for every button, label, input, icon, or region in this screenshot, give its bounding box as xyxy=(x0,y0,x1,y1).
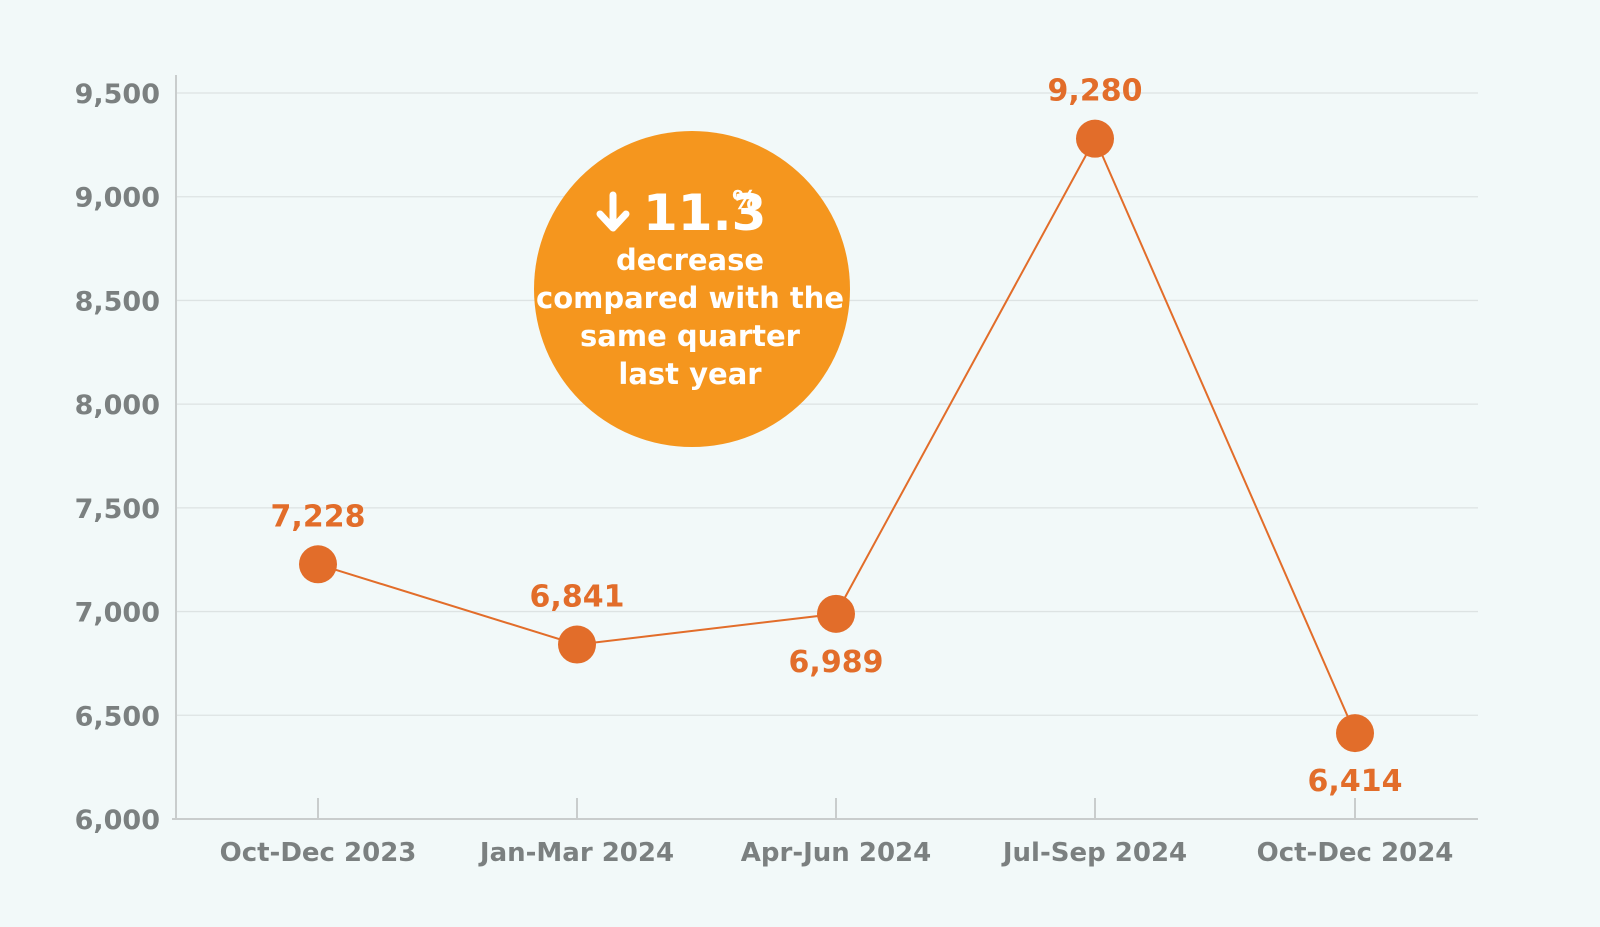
callout-line-3: same quarter xyxy=(580,319,801,353)
callout-line-2: compared with the xyxy=(536,281,844,315)
x-tick-label: Jul-Sep 2024 xyxy=(1001,838,1187,868)
data-label: 6,414 xyxy=(1308,764,1403,799)
data-point xyxy=(1076,119,1114,158)
data-point xyxy=(817,594,855,633)
arrow-down-icon xyxy=(596,191,630,232)
x-tick-label: Oct-Dec 2024 xyxy=(1257,838,1454,868)
axes xyxy=(172,75,1478,820)
data-label: 9,280 xyxy=(1048,74,1143,109)
x-tick-label: Oct-Dec 2023 xyxy=(220,838,417,868)
data-label: 7,228 xyxy=(271,499,366,534)
data-point xyxy=(558,625,596,664)
callout-line-4: last year xyxy=(618,357,762,391)
callout-unit: % xyxy=(732,186,758,216)
y-tick-label: 6,000 xyxy=(75,805,160,836)
callout-line-1: decrease xyxy=(616,243,764,277)
x-tick-label: Apr-Jun 2024 xyxy=(741,838,931,868)
callout-value: 11.3 xyxy=(643,184,766,242)
data-point xyxy=(299,545,337,584)
data-label: 6,841 xyxy=(530,580,625,615)
data-label: 6,989 xyxy=(789,645,884,680)
y-tick-label: 6,500 xyxy=(75,701,160,732)
data-point xyxy=(1336,714,1374,753)
y-tick-label: 9,000 xyxy=(75,183,160,214)
y-tick-label: 9,500 xyxy=(75,79,160,110)
x-tick-label: Jan-Mar 2024 xyxy=(478,838,674,868)
y-tick-label: 7,000 xyxy=(75,598,160,629)
y-tick-labels: 6,000 6,500 7,000 7,500 8,000 8,500 9,000 9,500 xyxy=(75,79,160,836)
decrease-callout: 11.3 % decrease compared with the same q… xyxy=(534,131,850,447)
y-tick-label: 7,500 xyxy=(75,494,160,525)
x-tick-labels: Oct-Dec 2023 Jan-Mar 2024 Apr-Jun 2024 Jul-… xyxy=(220,838,1454,868)
y-tick-label: 8,000 xyxy=(75,390,160,421)
series xyxy=(299,119,1374,753)
data-labels: 7,228 6,841 6,989 9,280 6,414 xyxy=(271,74,1403,799)
y-tick-label: 8,500 xyxy=(75,286,160,317)
